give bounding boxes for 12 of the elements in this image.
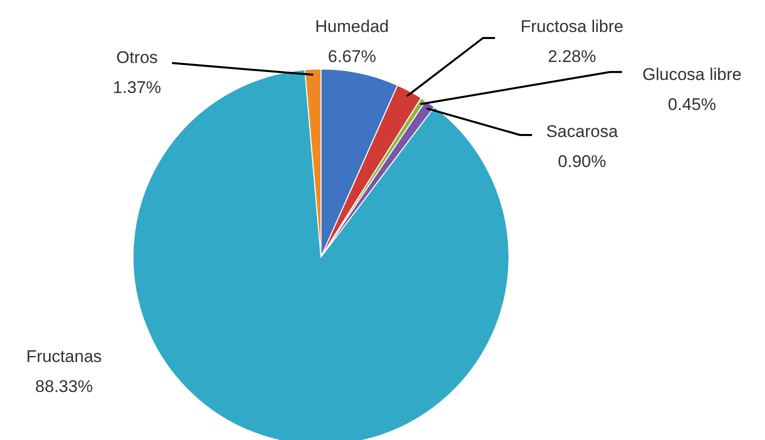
slice-label: Fructosa libre bbox=[520, 17, 624, 36]
slice-label: Fructanas bbox=[26, 347, 102, 366]
data-label: 0.90% bbox=[558, 152, 606, 171]
slice-label: Glucosa libre bbox=[642, 65, 742, 84]
slice-label: Sacarosa bbox=[546, 122, 618, 141]
data-label: 1.37% bbox=[112, 78, 162, 97]
data-label: 88.33% bbox=[35, 377, 93, 396]
data-label: 0.45% bbox=[668, 95, 716, 114]
slice-label: Humedad bbox=[315, 17, 389, 36]
slice-label: Otros bbox=[116, 48, 158, 67]
data-label: 2.28% bbox=[548, 47, 596, 66]
data-label: 6.67% bbox=[328, 47, 376, 66]
